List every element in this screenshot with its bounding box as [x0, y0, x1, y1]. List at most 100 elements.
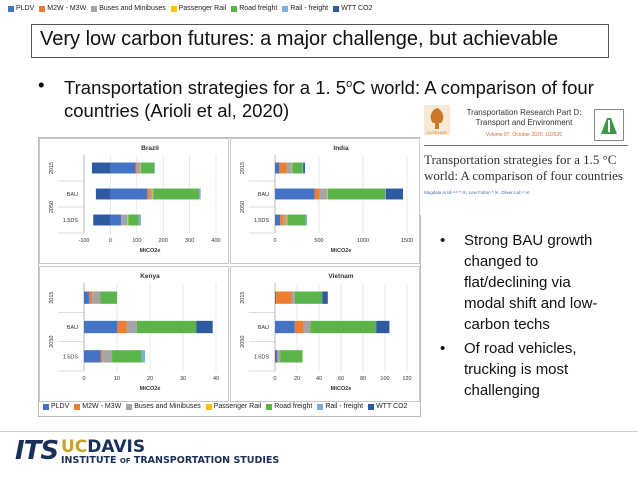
bar-segment: [100, 350, 103, 363]
legend-label: WTT CO2: [376, 403, 408, 410]
y-category-label: BAU: [67, 192, 78, 198]
legend-item: Passenger Rail: [170, 5, 227, 12]
bar-segment: [291, 291, 295, 304]
legend-label: M2W - M3W: [47, 5, 87, 12]
bar-segment: [287, 214, 306, 226]
legend-item: Passenger Rail: [205, 403, 261, 410]
x-tick-label: 300: [185, 238, 194, 244]
legend-swatch: [333, 5, 340, 12]
bar-segment: [128, 214, 139, 226]
institute-text-a: INSTITUTE: [61, 455, 120, 466]
side-bullet-text: Strong BAU growth changed to flat/declin…: [464, 232, 598, 333]
bar-segment: [305, 214, 308, 226]
bar-segment: [121, 214, 128, 226]
legend-swatch: [170, 5, 177, 12]
bar-segment: [153, 188, 200, 200]
bar-segment: [84, 350, 101, 363]
legend-item: Rail - freight: [282, 5, 328, 12]
legend-label: Passenger Rail: [178, 5, 227, 12]
its-logo: ITS: [15, 436, 59, 466]
x-tick-label: -100: [78, 238, 89, 244]
bar-segment: [154, 162, 156, 174]
bar-segment: [385, 188, 404, 200]
legend-label: PLDV: [51, 403, 70, 410]
journal-divider: [424, 145, 628, 146]
legend-swatch: [39, 5, 46, 12]
bar-segment: [84, 291, 89, 304]
bar-segment: [276, 291, 292, 304]
institute-name: INSTITUTE OF TRANSPORTATION STUDIES: [61, 455, 279, 466]
legend-label: Rail - freight: [290, 5, 329, 12]
bar-segment: [280, 214, 283, 226]
x-tick-label: 10: [114, 376, 120, 382]
chart-panel-india: India 0 500 1000 1500 MtCO2e BAU 1.5DS 2015 2050: [230, 138, 420, 264]
legend-label: M2W - M3W: [82, 403, 122, 410]
bar-segment: [110, 214, 121, 226]
legend-item: Buses and Minibuses: [91, 5, 166, 12]
elsevier-wordmark: ELSEVIER: [427, 130, 447, 135]
elsevier-tree-logo: ELSEVIER: [424, 105, 450, 135]
x-tick-label: 80: [360, 376, 366, 382]
legend-swatch: [8, 5, 14, 12]
x-tick-label: 0: [82, 376, 85, 382]
legend-label: Road freight: [239, 5, 278, 12]
bar-segment: [95, 188, 111, 200]
legend-label: Rail - freight: [325, 403, 364, 410]
side-bullet-text: Of road vehicles, trucking is most chall…: [464, 340, 577, 399]
y-category-label: BAU: [67, 325, 78, 331]
journal-volume: Volume 87, October 2020, 102526: [485, 132, 563, 138]
legend-swatch: [282, 5, 289, 12]
bar-segment: [112, 350, 142, 363]
bar-segment: [149, 188, 153, 200]
legend-item: M2W - M3W: [39, 5, 86, 12]
bar-segment: [310, 320, 377, 334]
paper-authors[interactable]: Magdala Arioli ᵃ ᵇ ª ✉, Lew Fulton ᵇ ✉, …: [424, 190, 530, 195]
chart-title: Brazil: [141, 145, 159, 152]
bar-segment: [275, 214, 281, 226]
chart-title: Kenya: [140, 273, 160, 280]
bar-segment: [275, 350, 278, 363]
year-group-label: 2015: [240, 292, 246, 304]
legend-item: Rail - freight: [317, 403, 363, 410]
bar-segment: [280, 350, 303, 363]
x-axis-label: MtCO2e: [331, 386, 352, 392]
bottom-legend: PLDV M2W - M3W Buses and Minibuses Passenge…: [43, 403, 407, 410]
bullet-text-a: Transportation strategies for a 1. 5: [64, 77, 347, 99]
legend-label: Buses and Minibuses: [134, 403, 201, 410]
bar-segment: [275, 162, 280, 174]
bullet-marker: •: [440, 232, 446, 249]
x-tick-label: 1000: [357, 238, 369, 244]
legend-label: PLDV: [16, 5, 35, 12]
x-tick-label: 100: [132, 238, 141, 244]
legend-item: WTT CO2: [368, 403, 407, 410]
bar-segment: [141, 162, 155, 174]
legend-swatch: [126, 403, 133, 410]
y-category-label: 1.5DS: [63, 354, 79, 360]
bar-segment: [322, 291, 328, 304]
davis-mark: DAVIS: [87, 437, 146, 457]
legend-swatch: [368, 403, 375, 410]
legend-swatch: [91, 5, 98, 12]
journal-name: Transportation Research Part D: Transpor…: [466, 108, 582, 127]
bar-segment: [314, 188, 320, 200]
bar-segment: [141, 350, 146, 363]
bar-segment: [279, 162, 287, 174]
bar-segment: [303, 162, 305, 174]
bullet-marker: •: [38, 74, 45, 95]
chart-svg: India 0 500 1000 1500 MtCO2e BAU 1.5DS 2015 2050: [240, 145, 413, 254]
bar-segment: [385, 188, 386, 200]
ucdavis-logo: UCDAVIS: [61, 437, 145, 457]
chart-panel-brazil: Brazil -100 0 100 200 300 400 MtCO2e BAU 1.5DS 201…: [39, 138, 229, 264]
chart-svg: Vietnam 0 20 40 60 80 100 120 MtCO2e BAU 1.5DS 2015…: [240, 273, 412, 392]
bar-segment: [294, 291, 323, 304]
uc-mark: UC: [61, 437, 88, 457]
y-category-label: BAU: [258, 325, 269, 331]
year-group-label: 2050: [240, 336, 246, 348]
bar-segment: [136, 320, 197, 334]
bar-segment: [286, 214, 288, 226]
x-tick-label: 100: [380, 376, 389, 382]
bar-segment: [138, 214, 142, 226]
y-category-label: BAU: [258, 192, 269, 198]
legend-item: WTT CO2: [333, 5, 372, 12]
bar-segment: [278, 350, 281, 363]
